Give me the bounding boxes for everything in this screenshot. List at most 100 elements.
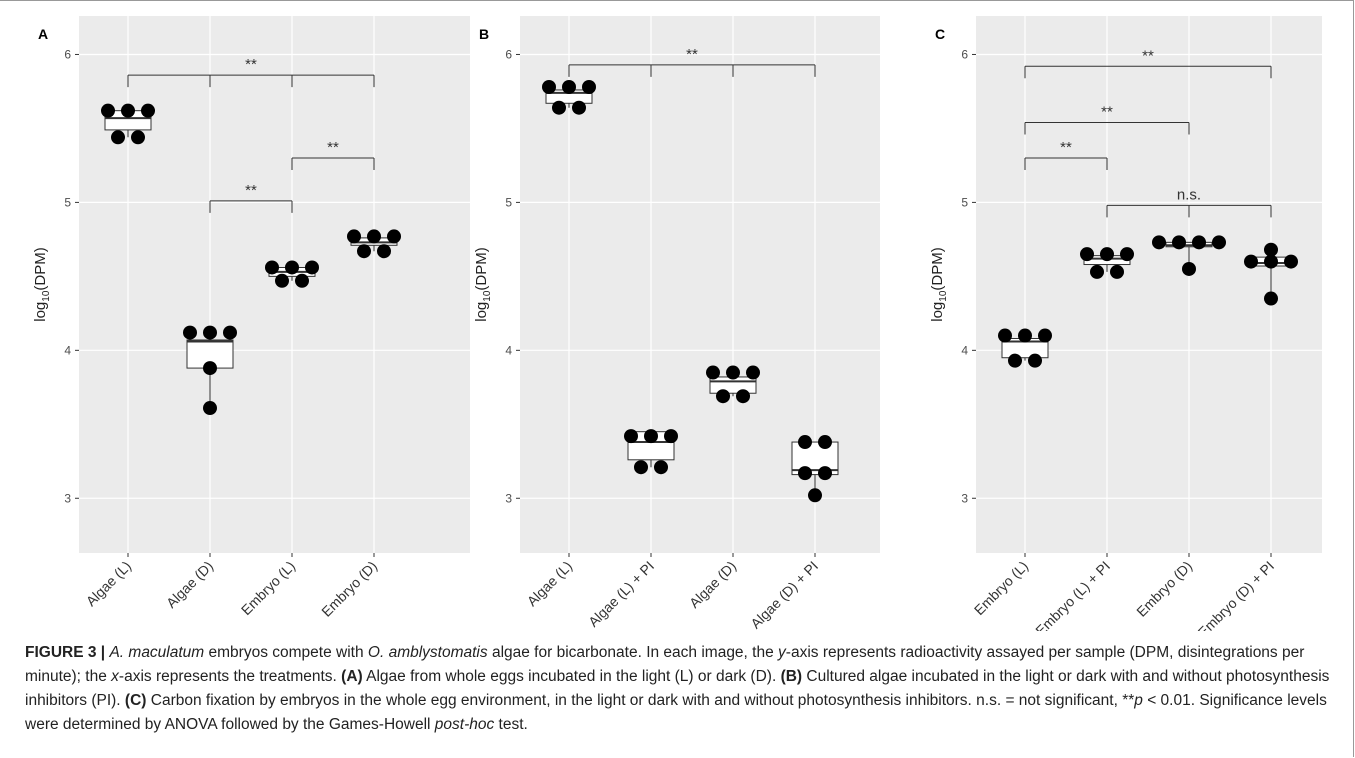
x-tick-label: Embryo (L) bbox=[971, 558, 1031, 618]
caption-text: Carbon fixation by embryos in the whole … bbox=[146, 692, 1135, 709]
caption-text: embryos compete with bbox=[204, 644, 368, 661]
caption-text: x bbox=[111, 668, 119, 685]
x-tick-label: Algae (D) bbox=[163, 558, 216, 611]
caption-text: A. maculatum bbox=[109, 644, 205, 661]
data-point bbox=[1172, 235, 1186, 250]
y-axis-label: log10(DPM) bbox=[929, 247, 949, 321]
caption-text: y bbox=[778, 644, 786, 661]
y-axis-label-part: 10 bbox=[938, 290, 949, 302]
data-point bbox=[1192, 235, 1206, 250]
data-point bbox=[275, 273, 289, 288]
caption-text: Algae from whole eggs incubated in the l… bbox=[362, 668, 781, 685]
data-point bbox=[706, 365, 720, 380]
y-tick-label: 6 bbox=[961, 47, 968, 61]
x-tick-label: Algae (L) bbox=[524, 558, 575, 609]
data-point bbox=[1038, 328, 1052, 343]
data-point bbox=[1110, 264, 1124, 279]
bracket-label: ** bbox=[686, 46, 698, 63]
data-point bbox=[746, 365, 760, 380]
caption-text: post-hoc bbox=[434, 716, 495, 733]
data-point bbox=[542, 80, 556, 95]
y-tick-label: 6 bbox=[505, 47, 512, 61]
data-point bbox=[798, 466, 812, 481]
y-tick-label: 3 bbox=[64, 491, 71, 505]
y-tick-label: 5 bbox=[505, 195, 512, 209]
data-point bbox=[644, 429, 658, 444]
bracket-label: ** bbox=[1101, 104, 1113, 121]
caption-text: -axis represents radioactivity assayed p… bbox=[25, 644, 1305, 685]
bracket-label: ** bbox=[327, 139, 339, 156]
plot-background bbox=[79, 16, 470, 553]
data-point bbox=[818, 435, 832, 450]
caption-text: algae for bicarbonate. In each image, th… bbox=[487, 644, 779, 661]
caption-text: < 0.01. Significance levels were determi… bbox=[25, 692, 1327, 733]
data-point bbox=[295, 273, 309, 288]
data-point bbox=[203, 361, 217, 376]
data-point bbox=[572, 100, 586, 115]
y-tick-label: 5 bbox=[64, 195, 71, 209]
data-point bbox=[367, 229, 381, 244]
data-point bbox=[726, 365, 740, 380]
panel-label: C bbox=[935, 26, 945, 42]
caption-text: (A) bbox=[341, 668, 363, 685]
data-point bbox=[121, 103, 135, 118]
data-point bbox=[1264, 291, 1278, 306]
y-tick-label: 3 bbox=[961, 491, 968, 505]
data-point bbox=[808, 488, 822, 503]
x-tick-label: Embryo (L) bbox=[238, 558, 298, 618]
data-point bbox=[716, 389, 730, 404]
caption-text: (B) bbox=[780, 668, 803, 685]
data-point bbox=[1284, 254, 1298, 269]
data-point bbox=[562, 80, 576, 95]
data-point bbox=[1182, 261, 1196, 276]
data-point bbox=[552, 100, 566, 115]
data-point bbox=[1080, 247, 1094, 262]
data-point bbox=[223, 325, 237, 340]
y-axis-label: log10(DPM) bbox=[32, 247, 52, 321]
bracket-label: ** bbox=[1060, 139, 1072, 156]
data-point bbox=[131, 130, 145, 145]
chart: 3 4 5 6 Algae (L) Algae (D) Embryo (L) Embryo (… bbox=[32, 16, 1322, 631]
bracket-label: ** bbox=[245, 182, 257, 199]
y-axis-label-part: (DPM) bbox=[32, 247, 49, 290]
bracket-label: ** bbox=[1142, 47, 1154, 64]
y-tick-label: 3 bbox=[505, 491, 512, 505]
data-point bbox=[1120, 247, 1134, 262]
data-point bbox=[183, 325, 197, 340]
y-axis-label-part: 10 bbox=[482, 290, 493, 302]
data-point bbox=[1090, 264, 1104, 279]
data-point bbox=[654, 460, 668, 475]
panel-label: A bbox=[38, 26, 48, 42]
y-axis-label-part: log bbox=[32, 302, 49, 322]
caption-text: FIGURE 3 | bbox=[25, 644, 106, 661]
y-tick-label: 5 bbox=[961, 195, 968, 209]
y-tick-label: 4 bbox=[505, 343, 512, 357]
data-point bbox=[818, 466, 832, 481]
data-point bbox=[634, 460, 648, 475]
caption-text: test. bbox=[494, 716, 528, 733]
data-point bbox=[1264, 242, 1278, 257]
x-tick-label: Algae (L) + PI bbox=[585, 558, 657, 630]
y-axis-label-part: log bbox=[473, 302, 490, 322]
data-point bbox=[111, 130, 125, 145]
bracket-label: n.s. bbox=[1177, 186, 1201, 203]
data-point bbox=[387, 229, 401, 244]
data-point bbox=[305, 260, 319, 275]
data-point bbox=[1264, 254, 1278, 269]
data-point bbox=[203, 325, 217, 340]
data-point bbox=[1100, 247, 1114, 262]
panel-label: B bbox=[479, 26, 489, 42]
data-point bbox=[1008, 353, 1022, 368]
x-tick-label: Algae (D) bbox=[686, 558, 739, 611]
data-point bbox=[624, 429, 638, 444]
y-axis-label-part: 10 bbox=[41, 290, 52, 302]
caption-text: (C) bbox=[124, 692, 147, 709]
data-point bbox=[347, 229, 361, 244]
y-axis-label: log10(DPM) bbox=[473, 247, 493, 321]
y-tick-label: 6 bbox=[64, 47, 71, 61]
data-point bbox=[1018, 328, 1032, 343]
data-point bbox=[285, 260, 299, 275]
data-point bbox=[1152, 235, 1166, 250]
plot-background bbox=[976, 16, 1322, 553]
